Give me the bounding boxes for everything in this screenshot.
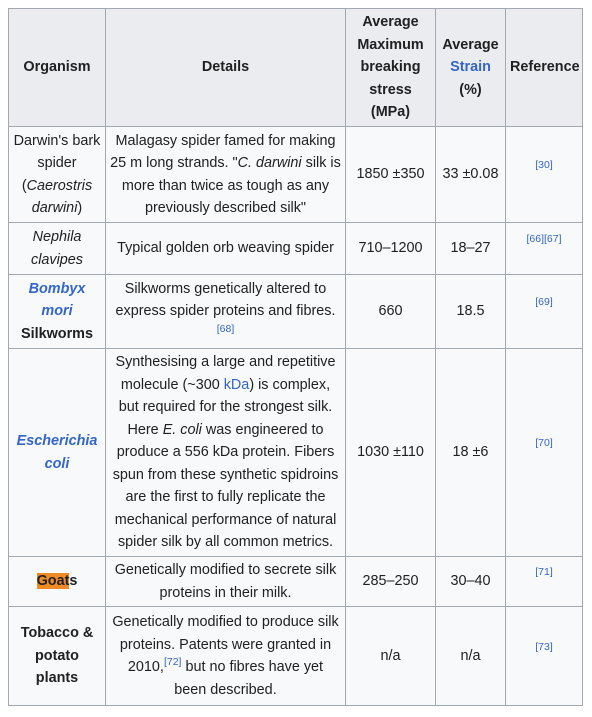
details-text: Malagasy spider famed for making 25 m lo… xyxy=(110,132,336,172)
organism-name: Silkworms xyxy=(21,325,93,342)
strain-cell: 18 ±6 xyxy=(435,348,506,557)
details-cell: Genetically modified to secrete silk pro… xyxy=(105,556,346,607)
header-stress-line3: breaking xyxy=(360,59,421,76)
organism-cell: Bombyx mori Silkworms xyxy=(8,274,106,349)
reference-link[interactable]: [73] xyxy=(535,640,553,653)
details-cell: Genetically modified to produce silk pro… xyxy=(105,606,346,706)
header-organism: Organism xyxy=(8,8,106,127)
details-cell: Malagasy spider famed for making 25 m lo… xyxy=(105,126,346,223)
reference-cell: [73] xyxy=(505,606,583,706)
header-stress-line5: (MPa) xyxy=(370,104,411,121)
organism-link[interactable]: Escherichia xyxy=(16,433,98,449)
header-stress-line2: Maximum xyxy=(357,36,424,53)
reference-link[interactable]: [71] xyxy=(535,566,553,579)
organism-scientific-name: Nephila clavipes xyxy=(31,229,83,268)
details-text-2: ) is complex, but required for the stron… xyxy=(118,376,333,438)
strain-cell: n/a xyxy=(435,606,506,706)
details-text-2: but no fibres have yet been described. xyxy=(174,659,324,698)
organism-name-rest: s xyxy=(69,573,78,590)
reference-link[interactable]: [70] xyxy=(535,437,553,450)
organism-highlight: Goat xyxy=(36,573,70,590)
header-stress-line1: Average xyxy=(362,14,419,31)
organism-name: Tobacco & potato plants xyxy=(20,625,94,687)
organism-cell: Darwin's bark spider (Caerostris darwini… xyxy=(8,126,106,223)
details-text-3: was engineered to produce a 556 kDa prot… xyxy=(112,421,339,551)
reference-link[interactable]: [30] xyxy=(535,159,553,172)
strain-cell: 18–27 xyxy=(435,222,506,275)
strain-cell: 30–40 xyxy=(435,556,506,607)
reference-cell: [71] xyxy=(505,556,583,607)
details-cell: Silkworms genetically altered to express… xyxy=(105,274,346,349)
details-cell: Synthesising a large and repetitive mole… xyxy=(105,348,346,557)
details-italic: C. darwini xyxy=(237,155,302,171)
organism-cell: Nephila clavipes xyxy=(8,222,106,275)
stress-cell: 285–250 xyxy=(345,556,436,607)
header-strain-line1: Average xyxy=(442,36,499,53)
organism-cell: Tobacco & potato plants xyxy=(8,606,106,706)
silk-comparison-table: Organism Details Average Maximum breakin… xyxy=(8,8,583,706)
reference-cell: [70] xyxy=(505,348,583,557)
organism-link-2[interactable]: coli xyxy=(44,455,70,472)
organism-paren-open: ( xyxy=(21,177,27,194)
details-italic: E. coli xyxy=(162,421,202,438)
details-cell: Typical golden orb weaving spider xyxy=(105,222,346,275)
reference-link[interactable]: [69] xyxy=(535,296,553,309)
header-stress-line4: stress xyxy=(369,81,412,98)
header-row: Organism Details Average Maximum breakin… xyxy=(8,8,583,127)
details-text-rest: silk is more than twice as tough as any … xyxy=(121,155,341,216)
organism-link[interactable]: Bombyx mori xyxy=(28,280,86,320)
reference-cell: [66][67] xyxy=(505,222,583,275)
header-stress: Average Maximum breaking stress (MPa) xyxy=(345,8,436,127)
header-reference: Reference xyxy=(505,8,583,127)
header-strain: Average Strain (%) xyxy=(435,8,506,127)
reference-cell: [69] xyxy=(505,274,583,349)
organism-paren-close: ) xyxy=(77,200,83,216)
table-row: Goats Genetically modified to secrete si… xyxy=(8,556,583,607)
strain-cell: 18.5 xyxy=(435,274,506,349)
table-row: Darwin's bark spider (Caerostris darwini… xyxy=(8,126,583,223)
table-row: Escherichia coli Synthesising a large an… xyxy=(8,348,583,557)
details-text: Silkworms genetically altered to express… xyxy=(115,280,336,320)
stress-cell: 710–1200 xyxy=(345,222,436,275)
strain-link[interactable]: Strain xyxy=(450,59,491,76)
details-reference-link[interactable]: [72] xyxy=(163,656,182,669)
table-row: Nephila clavipes Typical golden orb weav… xyxy=(8,222,583,275)
stress-cell: 1850 ±350 xyxy=(345,126,436,223)
reference-cell: [30] xyxy=(505,126,583,223)
kda-link[interactable]: kDa xyxy=(223,376,250,393)
details-text: Synthesising a large and repetitive mole… xyxy=(115,354,336,393)
details-text: Genetically modified to produce silk pro… xyxy=(112,614,339,675)
organism-scientific-name: Caerostris darwini xyxy=(26,177,93,217)
stress-cell: 1030 ±110 xyxy=(345,348,436,557)
details-reference-link[interactable]: [68] xyxy=(216,322,235,335)
organism-cell: Goats xyxy=(8,556,106,607)
table-row: Tobacco & potato plants Genetically modi… xyxy=(8,606,583,706)
header-details: Details xyxy=(105,8,346,127)
strain-cell: 33 ±0.08 xyxy=(435,126,506,223)
stress-cell: 660 xyxy=(345,274,436,349)
stress-cell: n/a xyxy=(345,606,436,706)
organism-cell: Escherichia coli xyxy=(8,348,106,557)
reference-link[interactable]: [66][67] xyxy=(526,233,562,246)
organism-name: Darwin's bark spider xyxy=(13,132,101,172)
table-row: Bombyx mori Silkworms Silkworms genetica… xyxy=(8,274,583,349)
header-strain-unit: (%) xyxy=(459,81,482,98)
